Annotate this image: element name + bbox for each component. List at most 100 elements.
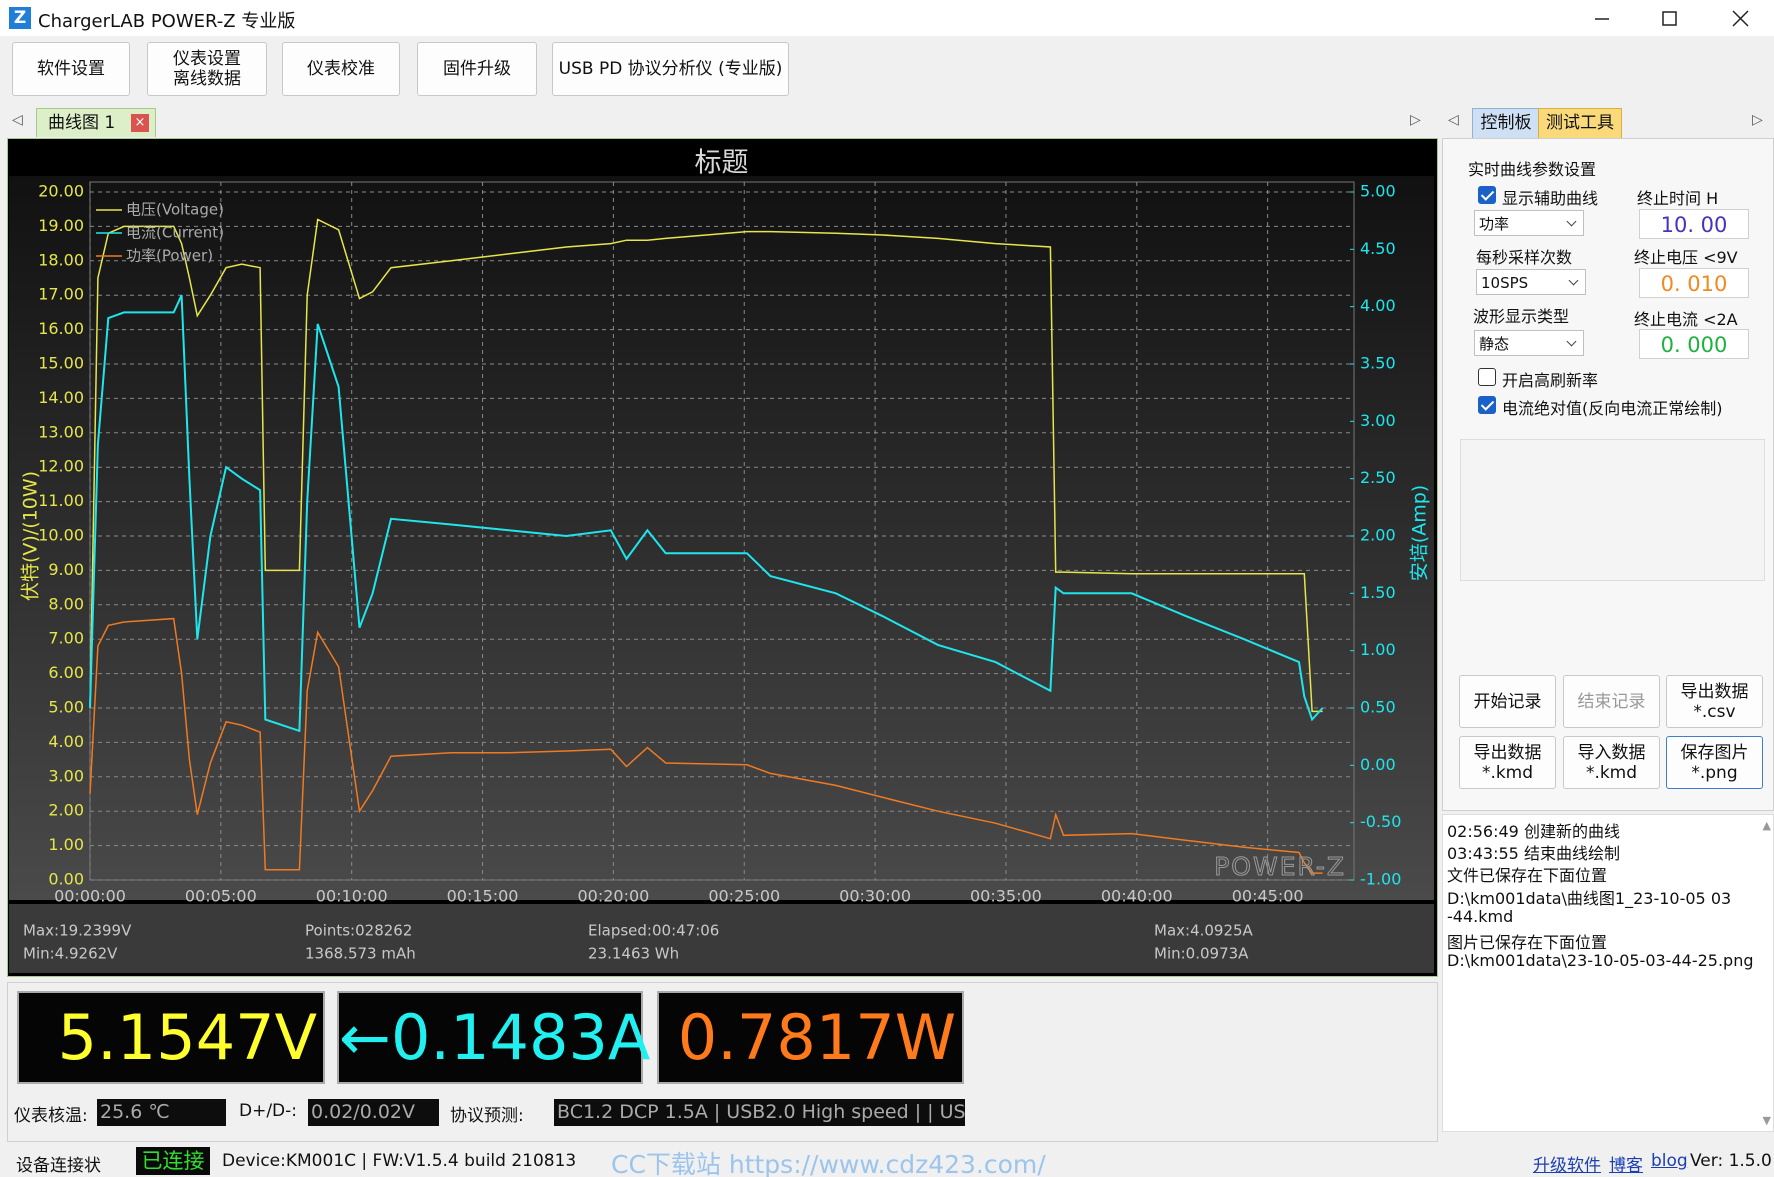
blog-link[interactable]: 博客 (1609, 1156, 1643, 1176)
status-bar: 设备连接状 已连接 Device:KM001C | FW:V1.5.4 buil… (0, 1145, 1774, 1177)
dropdown[interactable]: 10SPS (1476, 269, 1586, 295)
chart-watermark: POWER-Z (1214, 852, 1346, 881)
log-line: 文件已保存在下面位置 (1447, 866, 1608, 886)
panel-tab[interactable]: 控制板 (1472, 108, 1540, 139)
panel-tab[interactable]: 测试工具 (1538, 108, 1622, 139)
y-tick-label: 9.00 (48, 560, 84, 579)
y2-tick-label: 2.00 (1360, 526, 1396, 545)
field-label: 终止电压 <9V (1634, 248, 1738, 267)
stats-background (9, 904, 1434, 973)
value-input[interactable]: 0. 000 (1639, 329, 1749, 359)
panel-scroll-left[interactable]: ◁ (1448, 112, 1459, 128)
legend-label: 电压(Voltage) (126, 201, 224, 219)
button[interactable]: 导入数据 *.kmd (1563, 736, 1660, 789)
info-label: 协议预测: (450, 1106, 524, 1126)
button-label: 结束记录 (1577, 691, 1646, 712)
button-label: 导出数据 (1473, 742, 1542, 763)
dropdown[interactable]: 功率 (1474, 210, 1584, 236)
value-input[interactable]: 10. 00 (1639, 209, 1749, 239)
y-axis-label: 伏特(V)/(10W) (20, 471, 42, 601)
watermark: CC下载站 https://www.cdz423.com/ (611, 1150, 1046, 1177)
scroll-up[interactable]: ▲ (1762, 819, 1771, 832)
button[interactable]: 结束记录 (1563, 675, 1660, 728)
close-button[interactable] (1732, 10, 1749, 27)
empty-panel (1460, 439, 1765, 581)
button-label: 仪表校准 (307, 59, 375, 79)
button-label: 仪表设置 (173, 49, 241, 69)
field-label: 终止电流 <2A (1634, 310, 1738, 329)
panel-scroll-right[interactable]: ▷ (1752, 112, 1763, 128)
y-tick-label: 5.00 (48, 698, 84, 717)
button-label: 离线数据 (173, 69, 241, 89)
checkbox[interactable] (1478, 186, 1496, 204)
y-tick-label: 11.00 (38, 491, 84, 510)
y-tick-label: 15.00 (38, 354, 84, 373)
power-readout: 0.7817W (657, 991, 964, 1084)
chart-tab[interactable]: 曲线图 1 (36, 108, 156, 137)
y2-tick-label: -0.50 (1360, 812, 1401, 831)
series-line (89, 218, 1323, 713)
value-input[interactable]: 0. 010 (1639, 268, 1749, 298)
y-tick-label: 6.00 (48, 663, 84, 682)
button[interactable]: 仪表设置 离线数据 (147, 42, 267, 96)
scroll-down[interactable]: ▼ (1762, 1114, 1771, 1127)
dropdown[interactable]: 静态 (1474, 330, 1584, 356)
x-tick-label: 00:05:00 (185, 887, 257, 906)
y-tick-label: 2.00 (48, 801, 84, 820)
checkbox-label: 显示辅助曲线 (1502, 189, 1599, 208)
blog-link[interactable]: blog (1651, 1151, 1688, 1171)
upgrade-link[interactable]: 升级软件 (1533, 1156, 1601, 1176)
x-tick-label: 00:45:00 (1232, 887, 1304, 906)
button-label: 软件设置 (37, 59, 105, 79)
tab-scroll-right[interactable]: ▷ (1410, 112, 1421, 128)
button[interactable]: USB PD 协议分析仪 (专业版) (552, 42, 789, 96)
button[interactable]: 仪表校准 (282, 42, 400, 96)
log-panel: ▲ ▼ 02:56:49 创建新的曲线 03:43:55 结束曲线绘制 文件已保存在… (1442, 814, 1774, 1132)
x-tick-label: 00:25:00 (708, 887, 780, 906)
chart-title: 标题 (695, 148, 749, 179)
stat-text: Min:4.9262V (23, 945, 118, 963)
stat-text: Points:028262 (305, 922, 412, 940)
plot-background (9, 176, 1434, 900)
button[interactable]: 开始记录 (1459, 675, 1556, 728)
button-label: 导出数据 (1680, 681, 1749, 702)
tab-scroll-left[interactable]: ◁ (12, 112, 23, 128)
button[interactable]: 固件升级 (417, 42, 537, 96)
temp-value: 25.6 ℃ (97, 1099, 226, 1126)
y-tick-label: 18.00 (38, 250, 84, 269)
log-line: D:\km001data\23-10-05-03-44-25.png (1447, 951, 1754, 971)
y-tick-label: 14.00 (38, 388, 84, 407)
button[interactable]: 导出数据 *.csv (1666, 675, 1763, 728)
y-tick-label: 12.00 (38, 457, 84, 476)
title-bar: Z ChargerLAB POWER-Z 专业版 (0, 0, 1774, 36)
x-tick-label: 00:20:00 (577, 887, 649, 906)
device-info: Device:KM001C | FW:V1.5.4 build 210813 (222, 1151, 577, 1171)
y2-tick-label: 2.50 (1360, 468, 1396, 487)
log-line: 02:56:49 创建新的曲线 (1447, 822, 1620, 841)
x-tick-label: 00:15:00 (447, 887, 519, 906)
legend-label: 电流(Current) (126, 224, 224, 242)
series-line (89, 294, 1324, 733)
y2-tick-label: 1.50 (1360, 583, 1396, 602)
checkbox-label: 开启高刷新率 (1502, 371, 1599, 390)
info-label: D+/D-: (239, 1101, 298, 1121)
y2-tick-label: 4.50 (1360, 239, 1396, 258)
y-tick-label: 10.00 (38, 526, 84, 545)
button-label: *.png (1691, 762, 1738, 783)
maximize-button[interactable] (1662, 11, 1677, 26)
x-tick-label: 00:10:00 (316, 887, 388, 906)
y-tick-label: 16.00 (38, 319, 84, 338)
tab-close[interactable]: × (131, 114, 149, 132)
tab-bar: ◁ 曲线图 1 × ▷ (0, 104, 1440, 138)
button-label: *.csv (1693, 701, 1736, 722)
button[interactable]: 软件设置 (12, 42, 130, 96)
button[interactable]: 导出数据 *.kmd (1459, 736, 1556, 789)
y-tick-label: 3.00 (48, 766, 84, 785)
stat-text: Max:4.0925A (1154, 922, 1254, 940)
checkbox[interactable] (1478, 396, 1496, 414)
button[interactable]: 保存图片 *.png (1666, 736, 1763, 789)
y2-tick-label: 4.00 (1360, 296, 1396, 315)
checkbox[interactable] (1478, 368, 1496, 386)
series-line (89, 617, 1323, 874)
